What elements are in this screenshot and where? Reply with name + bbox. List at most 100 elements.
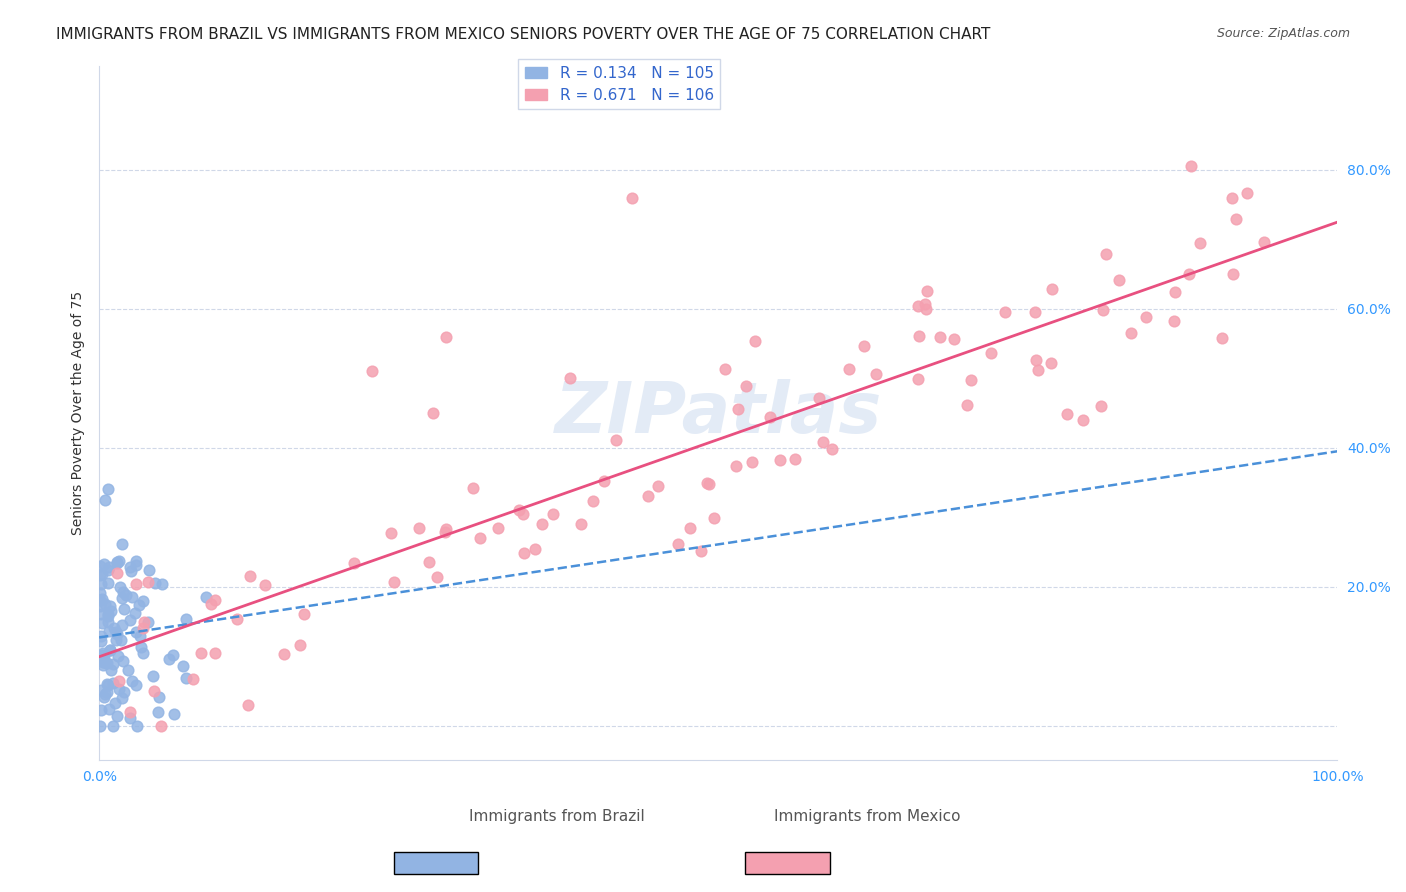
Point [195,590,218,604]
Point [97,615,120,629]
Point [120,560,142,574]
Point [181,672,204,686]
Point [1180,159,1202,173]
Point [486,521,509,535]
Point [90,577,112,591]
Point [98,642,121,657]
Point [204,592,226,607]
Point [100,663,122,677]
Point [343,556,366,570]
Point [121,590,143,604]
Point [90,649,112,664]
Point [125,625,148,640]
Point [94,597,117,611]
Point [97,702,120,716]
Point [97,607,120,622]
Point [914,297,936,311]
Point [915,284,938,298]
Point [434,522,457,536]
Point [907,372,929,386]
Point [422,406,444,420]
Point [118,613,141,627]
Point [112,684,135,698]
Point [101,719,124,733]
Point [1225,211,1247,226]
Point [93,690,115,704]
Point [190,646,212,660]
Point [292,607,315,621]
Point [110,632,132,647]
Point [980,345,1002,359]
Point [97,608,120,623]
Point [174,671,197,685]
Point [138,564,160,578]
Point [569,517,592,532]
Point [111,591,134,605]
Point [97,560,120,574]
Point [690,544,713,558]
Point [1040,283,1063,297]
Point [741,455,763,469]
Point [125,554,148,568]
Point [853,339,876,353]
Point [808,391,831,405]
Point [1091,303,1114,318]
Point [908,328,931,343]
Point [956,398,979,412]
Y-axis label: Seniors Poverty Over the Age of 75: Seniors Poverty Over the Age of 75 [72,291,86,535]
Point [89,592,111,607]
Point [811,435,834,450]
Point [915,301,938,316]
Text: IMMIGRANTS FROM BRAZIL VS IMMIGRANTS FROM MEXICO SENIORS POVERTY OVER THE AGE OF: IMMIGRANTS FROM BRAZIL VS IMMIGRANTS FRO… [56,27,991,42]
Point [679,521,702,535]
Point [592,475,614,489]
Point [93,655,115,669]
Point [157,652,180,666]
Point [96,685,118,699]
Legend: R = 0.134   N = 105, R = 0.671   N = 106: R = 0.134 N = 105, R = 0.671 N = 106 [519,60,720,110]
Point [111,691,134,706]
Point [696,476,718,491]
Point [929,330,952,344]
Point [605,433,627,447]
Point [942,333,965,347]
Point [1024,304,1046,318]
Point [204,646,226,660]
Point [620,191,643,205]
Point [105,556,128,570]
Point [96,677,118,691]
Point [142,669,165,683]
Point [508,503,530,517]
Point [960,373,983,387]
Point [121,564,143,578]
Point [93,687,115,701]
Point [90,607,112,622]
Point [124,607,146,621]
Point [1189,235,1212,250]
Point [1071,413,1094,427]
Point [1121,326,1143,340]
Point [97,575,120,590]
Point [1056,407,1078,421]
Point [744,334,766,349]
Point [111,617,134,632]
Point [89,586,111,600]
Point [93,648,115,663]
Point [89,568,111,582]
Point [380,526,402,541]
Point [150,719,173,733]
Point [434,525,457,540]
Point [1222,267,1244,281]
Point [821,442,844,456]
Point [148,690,170,705]
Point [530,516,553,531]
Point [129,640,152,655]
Point [236,698,259,712]
Text: Immigrants from Mexico: Immigrants from Mexico [773,809,960,824]
Point [90,703,112,717]
Point [666,536,689,550]
Text: Source: ZipAtlas.com: Source: ZipAtlas.com [1216,27,1350,40]
Point [1220,192,1243,206]
Point [1040,356,1063,370]
Point [558,371,581,385]
